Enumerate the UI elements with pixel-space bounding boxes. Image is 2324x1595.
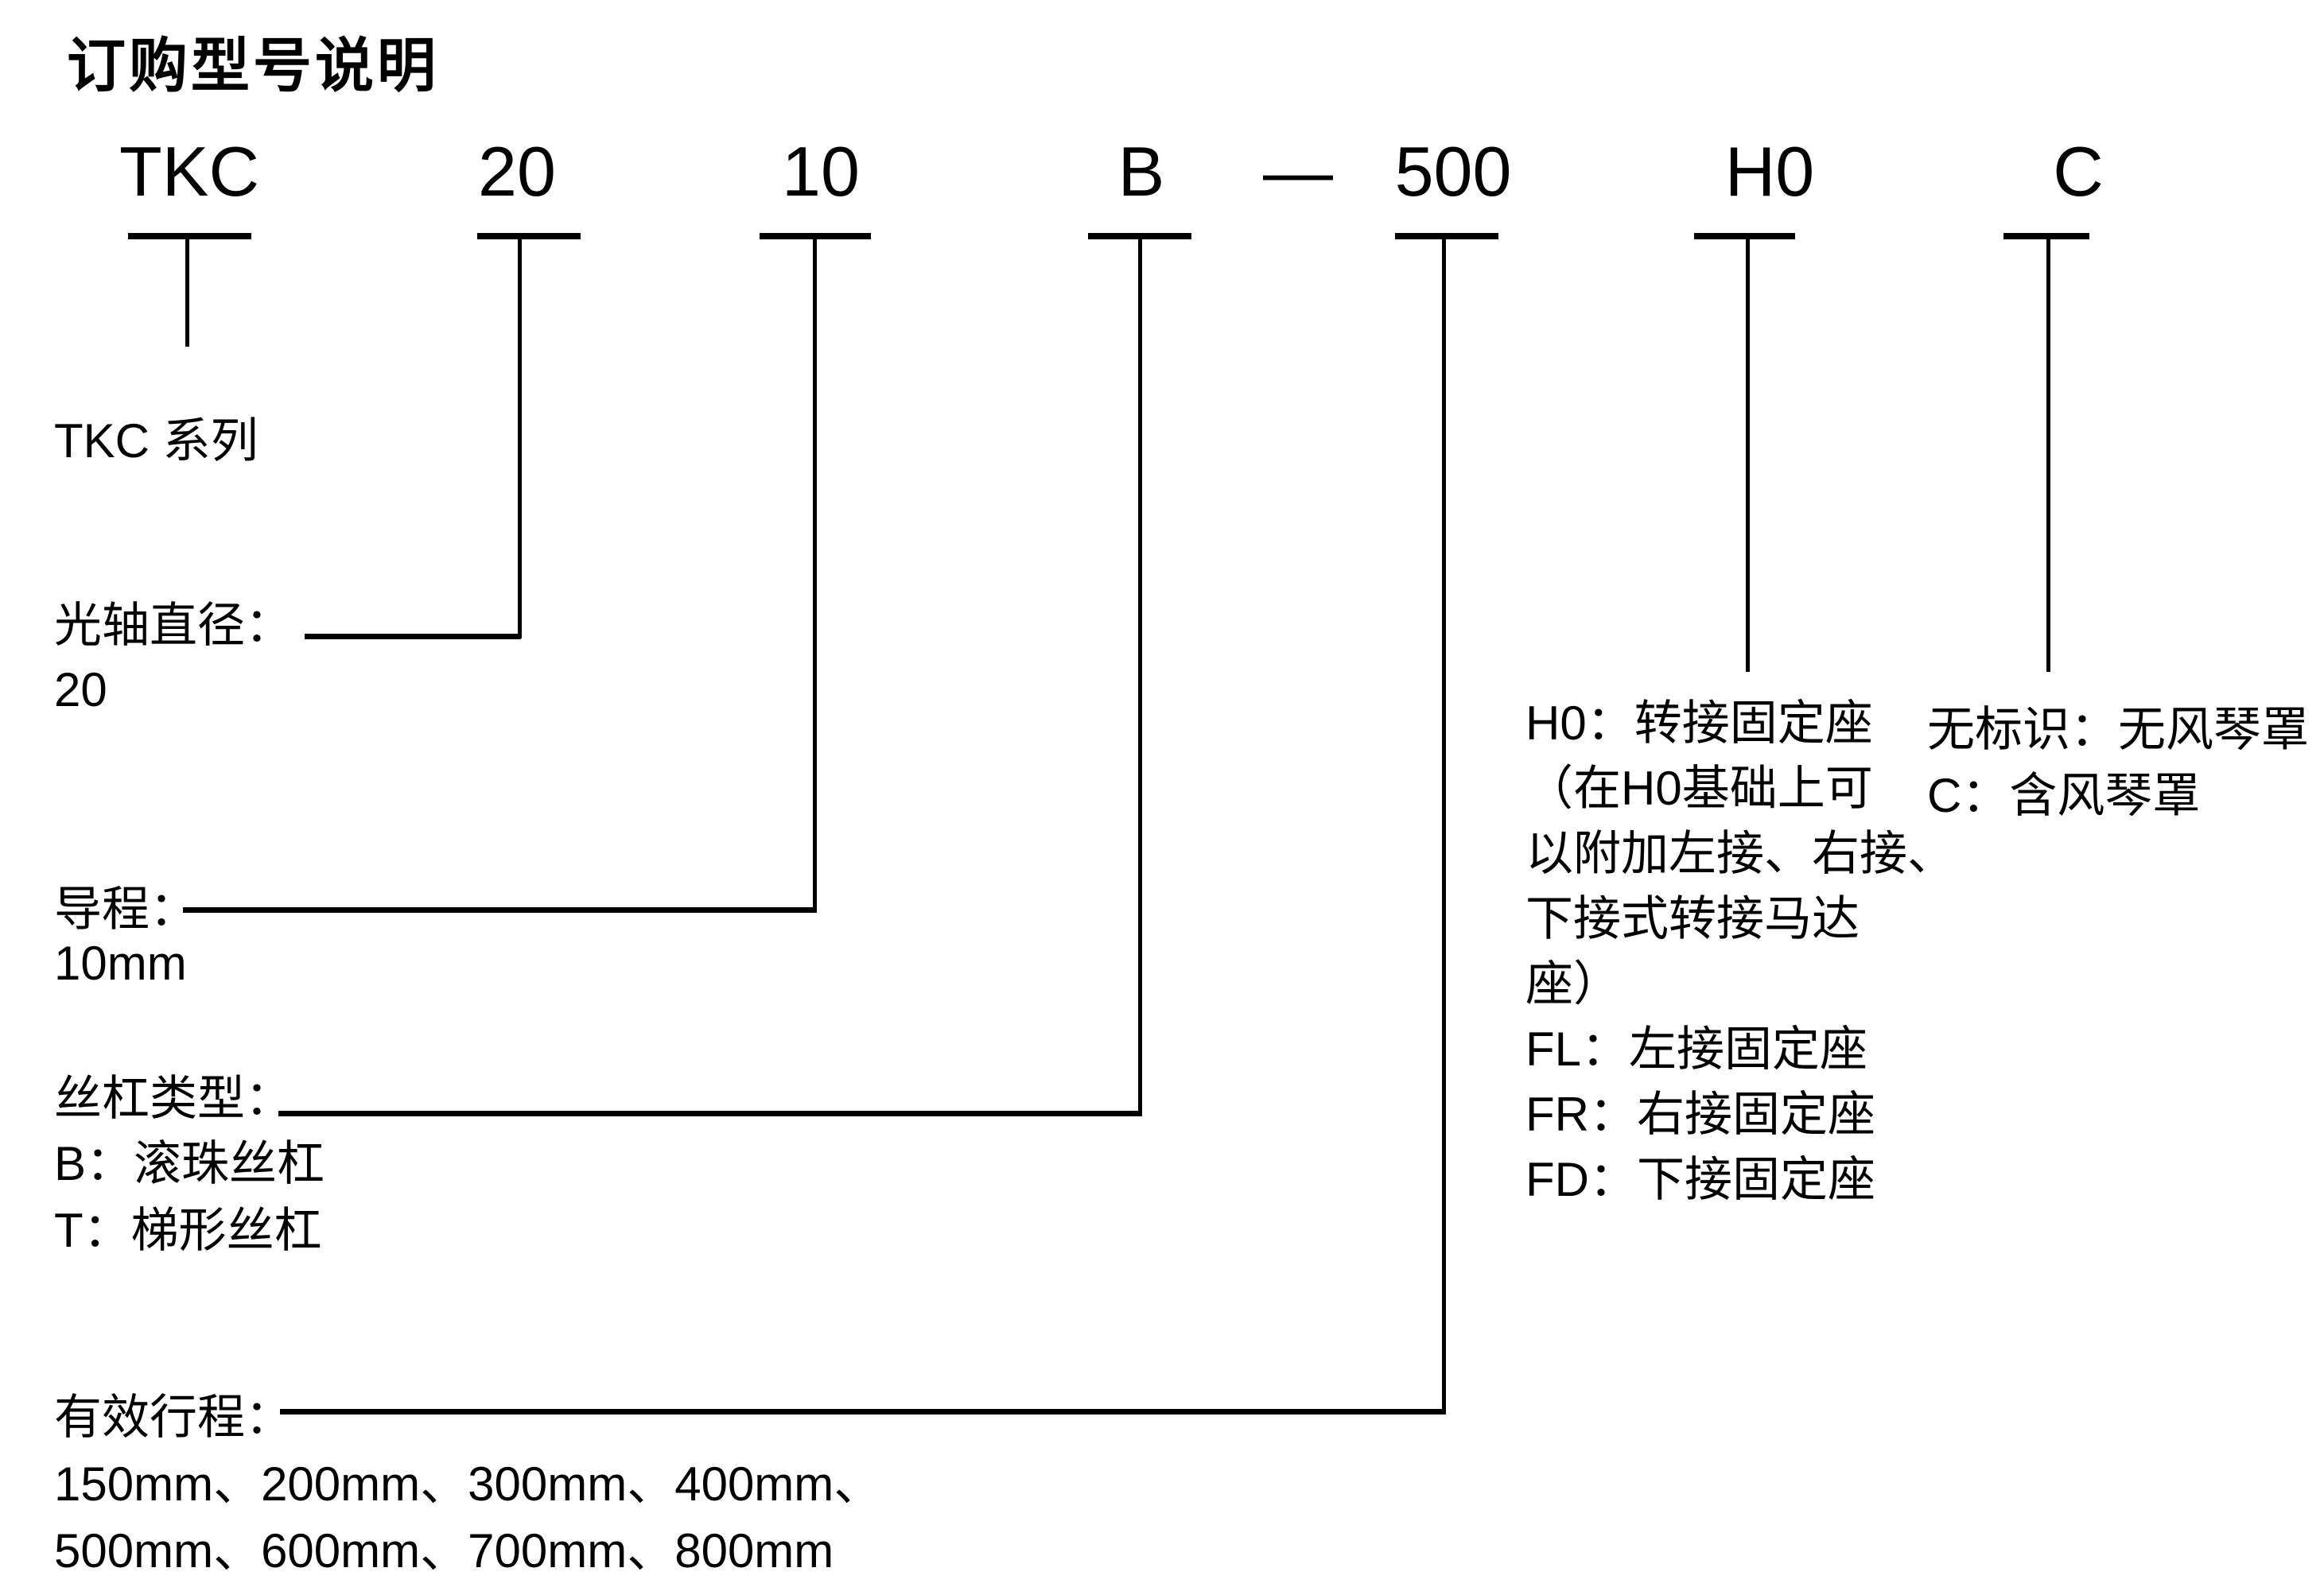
mount-line-fd: FD：下接固定座 bbox=[1525, 1153, 1875, 1206]
mount-line-2: （在H0基础上可 bbox=[1525, 762, 1873, 815]
screw-option-trapezoid: T：梯形丝杠 bbox=[54, 1204, 322, 1257]
underline-stroke bbox=[1395, 233, 1498, 239]
leader-line-stroke bbox=[1442, 239, 1446, 1414]
leader-line-screw bbox=[1138, 239, 1142, 1116]
cover-annotation: 无标识：无风琴罩 C：含风琴罩 bbox=[1927, 697, 2309, 829]
mount-line-4: 下接式转接马达 bbox=[1525, 892, 1860, 945]
connector-diameter bbox=[305, 634, 521, 639]
leader-line-mount bbox=[1746, 239, 1750, 672]
leader-line-cover bbox=[2046, 239, 2050, 672]
connector-lead bbox=[183, 907, 817, 913]
mount-line-fl: FL：左接固定座 bbox=[1525, 1023, 1868, 1076]
underline-series bbox=[128, 233, 251, 239]
model-segment-mount: H0 bbox=[1724, 132, 1815, 211]
leader-line-diameter bbox=[518, 239, 522, 638]
model-segment-diameter: 20 bbox=[478, 132, 556, 211]
stroke-label: 有效行程： bbox=[54, 1391, 293, 1444]
underline-lead bbox=[760, 233, 871, 239]
underline-mount bbox=[1694, 233, 1795, 239]
leader-line-series bbox=[185, 239, 189, 347]
series-label: TKC 系列 bbox=[54, 414, 258, 468]
cover-line-c: C：含风琴罩 bbox=[1927, 769, 2201, 822]
model-segment-lead: 10 bbox=[782, 132, 860, 211]
screw-option-ball: B：滚珠丝杠 bbox=[54, 1137, 325, 1190]
diameter-label: 光轴直径： bbox=[54, 599, 293, 652]
model-segment-stroke: 500 bbox=[1394, 132, 1512, 211]
page-title: 订购型号说明 bbox=[67, 33, 439, 99]
lead-label: 导程： bbox=[54, 883, 197, 936]
leader-line-lead bbox=[813, 239, 817, 912]
cover-line-none: 无标识：无风琴罩 bbox=[1927, 703, 2309, 756]
stroke-options-line1: 150mm、200mm、300mm、400mm、 bbox=[54, 1457, 882, 1511]
underline-diameter bbox=[477, 233, 581, 239]
underline-screw bbox=[1088, 233, 1191, 239]
connector-stroke bbox=[280, 1409, 1446, 1415]
model-segment-screw: B bbox=[1117, 132, 1165, 211]
mount-annotation: H0：转接固定座 （在H0基础上可 以附加左接、右接、 下接式转接马达 座） F… bbox=[1525, 691, 1955, 1213]
mount-line-5: 座） bbox=[1525, 957, 1621, 1011]
model-segment-cover: C bbox=[2053, 132, 2104, 211]
underline-cover bbox=[2003, 233, 2089, 239]
lead-value: 10mm bbox=[54, 937, 187, 990]
screw-type-label: 丝杠类型： bbox=[54, 1072, 293, 1125]
mount-line-h0: H0：转接固定座 bbox=[1525, 697, 1873, 750]
mount-line-3: 以附加左接、右接、 bbox=[1525, 827, 1955, 880]
model-segment-dash: — bbox=[1263, 132, 1333, 211]
model-segment-series: TKC bbox=[119, 132, 259, 211]
diameter-value: 20 bbox=[54, 663, 107, 716]
connector-screw bbox=[278, 1111, 1142, 1116]
stroke-options-line2: 500mm、600mm、700mm、800mm bbox=[54, 1524, 834, 1578]
mount-line-fr: FR：右接固定座 bbox=[1525, 1088, 1875, 1141]
